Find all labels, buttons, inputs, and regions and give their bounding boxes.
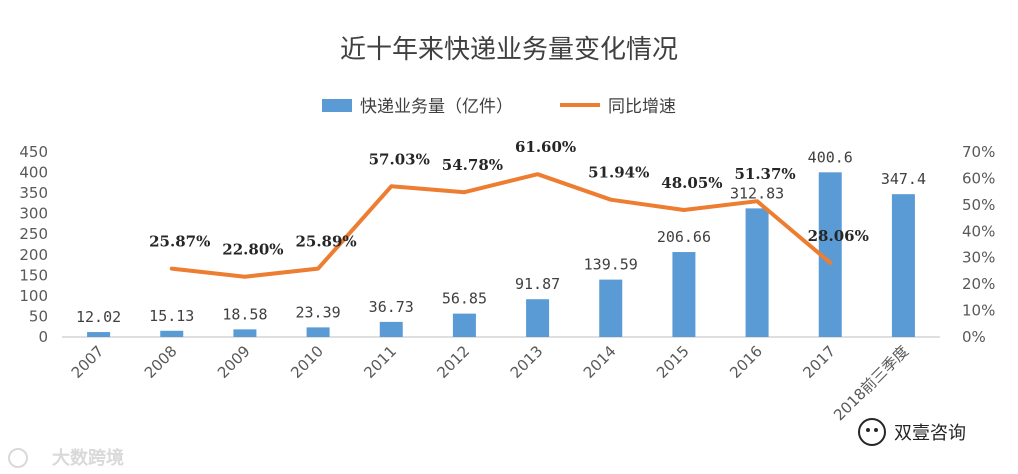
rate-value-label: 28.06% [808,227,869,245]
rate-value-label: 48.05% [661,174,722,192]
rate-value-label: 54.78% [442,156,503,174]
bar-value-label: 36.73 [369,298,414,316]
y-right-tick-label: 50% [962,196,995,214]
watermark-left-text: 大数跨境 [52,447,124,469]
bar-value-label: 15.13 [149,307,194,325]
rate-value-labels: 25.87% 22.80% 25.89% 57.03% 54.78% 61.60% 51.9… [149,138,869,259]
legend: 快递业务量（亿件） 同比增速 [322,97,676,117]
y-left-tick-label: 200 [19,246,48,264]
bar [379,321,403,337]
bar-value-label: 400.6 [808,148,853,166]
y-left-tick-label: 450 [19,143,48,161]
bar-series [87,172,915,337]
wechat-icon-eye-left [866,428,870,432]
bar [87,332,111,337]
bar [891,194,915,337]
watermark-left: 大数跨境 [8,447,124,469]
line-series [169,172,833,279]
bar [599,279,623,337]
bar-value-label: 12.02 [76,308,121,326]
y-right-tick-label: 30% [962,249,995,267]
bar-value-label: 18.58 [222,305,267,323]
bar-value-labels: 12.02 15.13 18.58 23.39 36.73 56.85 91.87 139.5… [76,148,926,326]
rate-value-label: 25.87% [149,233,210,251]
bar [672,252,696,337]
bar [160,330,184,337]
legend-line-label: 同比增速 [608,97,676,117]
watermark-logo-icon [8,448,28,468]
y-left-tick-label: 150 [19,266,48,284]
y-left-tick-label: 100 [19,287,48,305]
bar-value-label: 312.83 [730,184,784,202]
y-right-tick-label: 60% [962,169,995,187]
y-left-tick-label: 350 [19,184,48,202]
y-left-tick-label: 0 [38,328,48,346]
bar-value-label: 56.85 [442,290,487,308]
axes: 0 50 100 150 200 250 300 350 400 450 0% 10% 20% 30% 40… [19,143,995,346]
legend-bar-swatch [322,99,352,112]
bar [745,208,769,337]
rate-value-label: 22.80% [222,241,283,259]
rate-line [169,172,833,279]
bar [452,313,476,337]
y-left-tick-label: 50 [29,307,48,325]
watermark-right: 双壹咨询 [858,418,966,446]
rate-value-label: 51.37% [734,165,795,183]
bar-value-label: 206.66 [657,228,711,246]
rate-value-label: 57.03% [369,150,430,168]
wechat-icon [858,418,886,446]
rate-value-label: 61.60% [515,138,576,156]
bar-value-label: 347.4 [881,170,926,188]
legend-bar-label: 快递业务量（亿件） [360,97,513,117]
y-right-tick-label: 10% [962,302,995,320]
bar [818,172,842,337]
y-left-tick-label: 300 [19,205,48,223]
bar-value-label: 139.59 [584,256,638,274]
wechat-icon-eye-right [874,428,878,432]
rate-value-label: 25.89% [295,233,356,251]
bar [233,329,257,337]
bar [526,299,550,337]
y-right-tick-label: 40% [962,222,995,240]
bar [306,327,330,337]
chart-title: 近十年来快递业务量变化情况 [340,35,678,65]
rate-value-label: 51.94% [588,164,649,182]
bar-value-label: 91.87 [515,275,560,293]
y-right-tick-label: 20% [962,275,995,293]
y-left-tick-label: 250 [19,225,48,243]
y-left-tick-label: 400 [19,164,48,182]
watermark-right-text: 双壹咨询 [894,423,966,444]
y-right-tick-label: 70% [962,143,995,161]
y-right-tick-label: 0% [962,328,986,346]
bar-value-label: 23.39 [296,303,341,321]
